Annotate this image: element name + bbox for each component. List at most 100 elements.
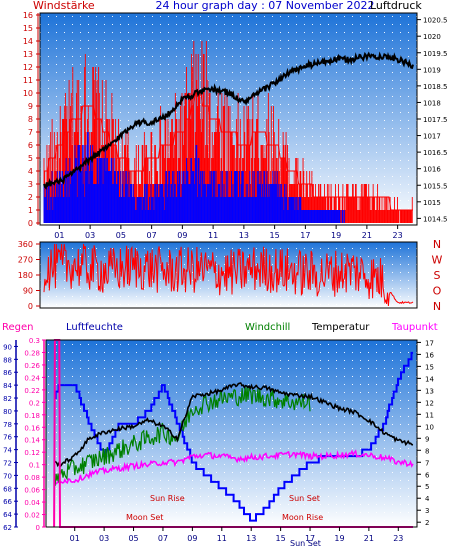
x-tick-label: 13 [246, 534, 256, 543]
humidity-tick-label: 74 [3, 447, 12, 455]
rain-tick-label: 0.2 [29, 399, 40, 407]
header-date-title: 24 hour graph day : 07 November 2022 [155, 0, 374, 12]
x-tick-label: 09 [187, 534, 197, 543]
temperature-tick-label: 3 [425, 507, 429, 515]
temperature-tick-label: 4 [425, 495, 430, 503]
left-tick-label: 12 [23, 63, 33, 72]
right-tick-label: 1019 [423, 66, 441, 74]
right-tick-label: 1015 [423, 199, 441, 207]
x-tick-label: 03 [99, 534, 109, 543]
rain-tick-label: 0.26 [24, 362, 40, 370]
right-tick-label: 1016.5 [423, 149, 448, 157]
temperature-tick-label: 7 [425, 459, 429, 467]
temperature-tick-label: 5 [425, 483, 429, 491]
dewpoint-line [54, 449, 414, 485]
humidity-tick-label: 80 [3, 408, 12, 416]
humidity-tick-label: 64 [3, 511, 12, 519]
left-tick-label: 360 [18, 240, 33, 249]
left-tick-label: 7 [28, 128, 33, 137]
rain-tick-label: 0.1 [29, 462, 40, 470]
rain-tick-label: 0.18 [24, 412, 40, 420]
left-tick-label: 15 [23, 24, 33, 33]
sun-set-axis-label: Sun Set [290, 539, 321, 548]
right-tick-label: 1020 [423, 33, 441, 41]
temperature-tick-label: 9 [425, 435, 429, 443]
temperature-tick-label: 14 [425, 375, 434, 383]
temperature-tick-label: 13 [425, 387, 434, 395]
temperature-tick-label: 17 [425, 339, 434, 347]
right-tick-label: 1018 [423, 99, 441, 107]
right-tick-label: 1018.5 [423, 83, 448, 91]
rain-tick-label: 0 [36, 524, 40, 532]
compass-label: W [432, 254, 443, 267]
rain-tick-label: 0.04 [24, 499, 40, 507]
rain-tick-label: 0.22 [24, 387, 40, 395]
rain-tick-label: 0.16 [24, 424, 40, 432]
x-tick-label: 05 [128, 534, 138, 543]
left-tick-label: 11 [23, 76, 33, 85]
humidity-tick-label: 86 [3, 369, 12, 377]
panel-frame [45, 339, 418, 528]
x-tick-label: 01 [54, 231, 64, 240]
left-tick-label: 14 [23, 37, 33, 46]
humidity-tick-label: 78 [3, 421, 12, 429]
rain-tick-label: 0.12 [24, 449, 40, 457]
pressure-line [43, 51, 414, 190]
temperature-tick-label: 10 [425, 423, 434, 431]
x-tick-label: 17 [305, 534, 315, 543]
rain-tick-label: 0.14 [24, 437, 40, 445]
humidity-tick-label: 70 [3, 472, 12, 480]
humidity-tick-label: 68 [3, 485, 12, 493]
left-tick-label: 8 [28, 115, 33, 124]
x-tick-label: 19 [334, 534, 344, 543]
right-tick-label: 1014.5 [423, 215, 448, 223]
left-tick-label: 5 [28, 154, 33, 163]
moon-rise-label: Moon Rise [282, 513, 323, 522]
x-tick-label: 15 [270, 231, 280, 240]
x-tick-label: 03 [85, 231, 95, 240]
left-tick-label: 0 [28, 219, 33, 228]
rain-tick-label: 0.24 [24, 374, 40, 382]
wind-direction-line [43, 243, 414, 307]
wind-pressure-panel: 0123456789101112131415161014.510151015.5… [23, 11, 448, 240]
left-tick-label: 1 [28, 206, 33, 215]
x-tick-label: 19 [331, 231, 341, 240]
left-tick-label: 13 [23, 50, 33, 59]
x-tick-label: 01 [70, 534, 80, 543]
legend-rain: Regen [2, 322, 34, 333]
left-tick-label: 10 [23, 89, 33, 98]
temperature-line [53, 382, 414, 469]
legend-windchill: Windchill [245, 322, 290, 333]
right-tick-label: 1017.5 [423, 116, 448, 124]
rain-tick-label: 0.06 [24, 487, 40, 495]
temperature-tick-label: 11 [425, 411, 434, 419]
temperature-tick-label: 12 [425, 399, 434, 407]
left-tick-label: 90 [23, 287, 33, 296]
left-tick-label: 3 [28, 180, 33, 189]
x-tick-label: 07 [147, 231, 157, 240]
legend-temperature: Temperatur [311, 322, 370, 333]
x-tick-label: 11 [208, 231, 218, 240]
legend-humidity: Luftfeuchte [66, 322, 123, 333]
left-tick-label: 180 [18, 271, 33, 280]
right-tick-label: 1020.5 [423, 17, 448, 25]
humidity-tick-label: 62 [3, 524, 12, 532]
temperature-tick-label: 2 [425, 519, 429, 527]
moon-set-label: Moon Set [126, 513, 163, 522]
wind-speed-line [44, 92, 413, 211]
header-left-title: Windstärke [33, 0, 95, 12]
panel-grid [46, 340, 417, 527]
humidity-tick-label: 84 [3, 382, 12, 390]
x-tick-label: 11 [217, 534, 227, 543]
humidity-tick-label: 90 [3, 343, 12, 351]
sun-set-label: Sun Set [289, 494, 320, 503]
rain-tick-label: 0.28 [24, 349, 40, 357]
x-tick-label: 23 [393, 534, 403, 543]
left-tick-label: 0 [28, 302, 33, 311]
temperature-tick-label: 16 [425, 351, 434, 359]
humidity-tick-label: 88 [3, 356, 12, 364]
compass-label: O [433, 285, 442, 298]
x-tick-label: 09 [177, 231, 187, 240]
compass-label: S [434, 269, 441, 282]
